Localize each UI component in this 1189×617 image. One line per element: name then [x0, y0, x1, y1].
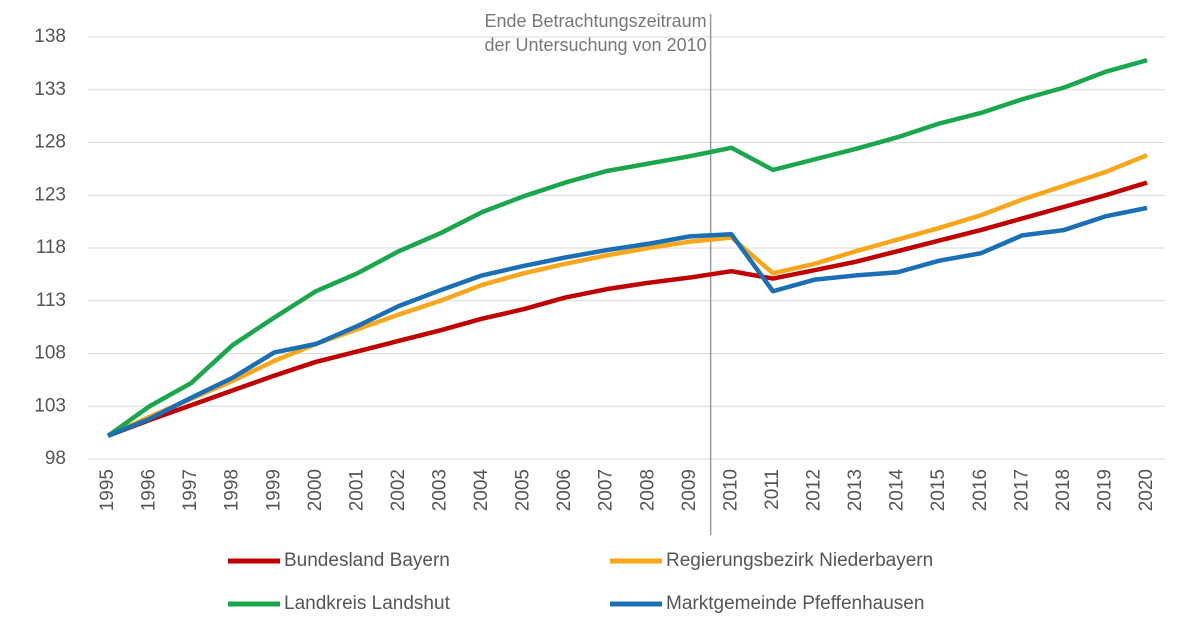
y-tick-label: 128	[34, 132, 66, 153]
y-tick-label: 138	[34, 26, 66, 47]
x-tick-label: 2010	[720, 469, 741, 511]
x-tick-label: 2001	[346, 469, 367, 511]
y-tick-label: 98	[45, 448, 66, 469]
x-tick-label: 2017	[1011, 469, 1032, 511]
x-tick-label: 2007	[596, 469, 617, 511]
x-tick-label: 2015	[928, 469, 949, 511]
x-tick-label: 1998	[222, 469, 243, 511]
annotation: Ende Betrachtungszeitraum	[484, 11, 706, 31]
x-tick-label: 2009	[679, 469, 700, 511]
series-line	[107, 180, 1148, 438]
x-tick-label: 2000	[305, 469, 326, 511]
x-tick-label: 2002	[388, 469, 409, 511]
x-tick-label: 2008	[637, 469, 658, 511]
y-tick-label: 133	[34, 79, 66, 100]
x-tick-label: 2019	[1094, 469, 1115, 511]
x-tick-label: 2005	[513, 469, 534, 511]
x-tick-label: 2003	[429, 469, 450, 511]
legend-label: Regierungsbezirk Niederbayern	[666, 550, 933, 571]
y-tick-label: 123	[34, 184, 66, 205]
legend-label: Marktgemeinde Pfeffenhausen	[666, 593, 924, 614]
x-tick-label: 2020	[1136, 469, 1157, 511]
x-tick-label: 1999	[263, 469, 284, 511]
series-line	[106, 58, 1148, 438]
x-tick-label: 2013	[845, 469, 866, 511]
y-tick-label: 113	[36, 290, 66, 311]
x-tick-label: 1996	[139, 469, 160, 511]
x-tick-label: 2004	[471, 469, 492, 512]
x-tick-label: 2014	[887, 469, 908, 512]
y-tick-label: 108	[34, 343, 66, 364]
series-line	[107, 153, 1148, 438]
x-tick-label: 2016	[970, 469, 991, 511]
series-line	[107, 205, 1148, 438]
legend-label: Landkreis Landshut	[284, 593, 451, 614]
x-tick-label: 2018	[1053, 469, 1074, 511]
x-tick-label: 1995	[97, 469, 118, 511]
y-tick-label: 103	[34, 395, 66, 416]
x-tick-label: 2011	[762, 469, 783, 510]
x-tick-label: 1997	[180, 469, 201, 511]
y-tick-label: 118	[36, 237, 66, 258]
x-tick-label: 2006	[554, 469, 575, 511]
legend-label: Bundesland Bayern	[284, 550, 450, 571]
x-tick-label: 2012	[804, 469, 825, 511]
annotation: der Untersuchung von 2010	[484, 35, 706, 55]
